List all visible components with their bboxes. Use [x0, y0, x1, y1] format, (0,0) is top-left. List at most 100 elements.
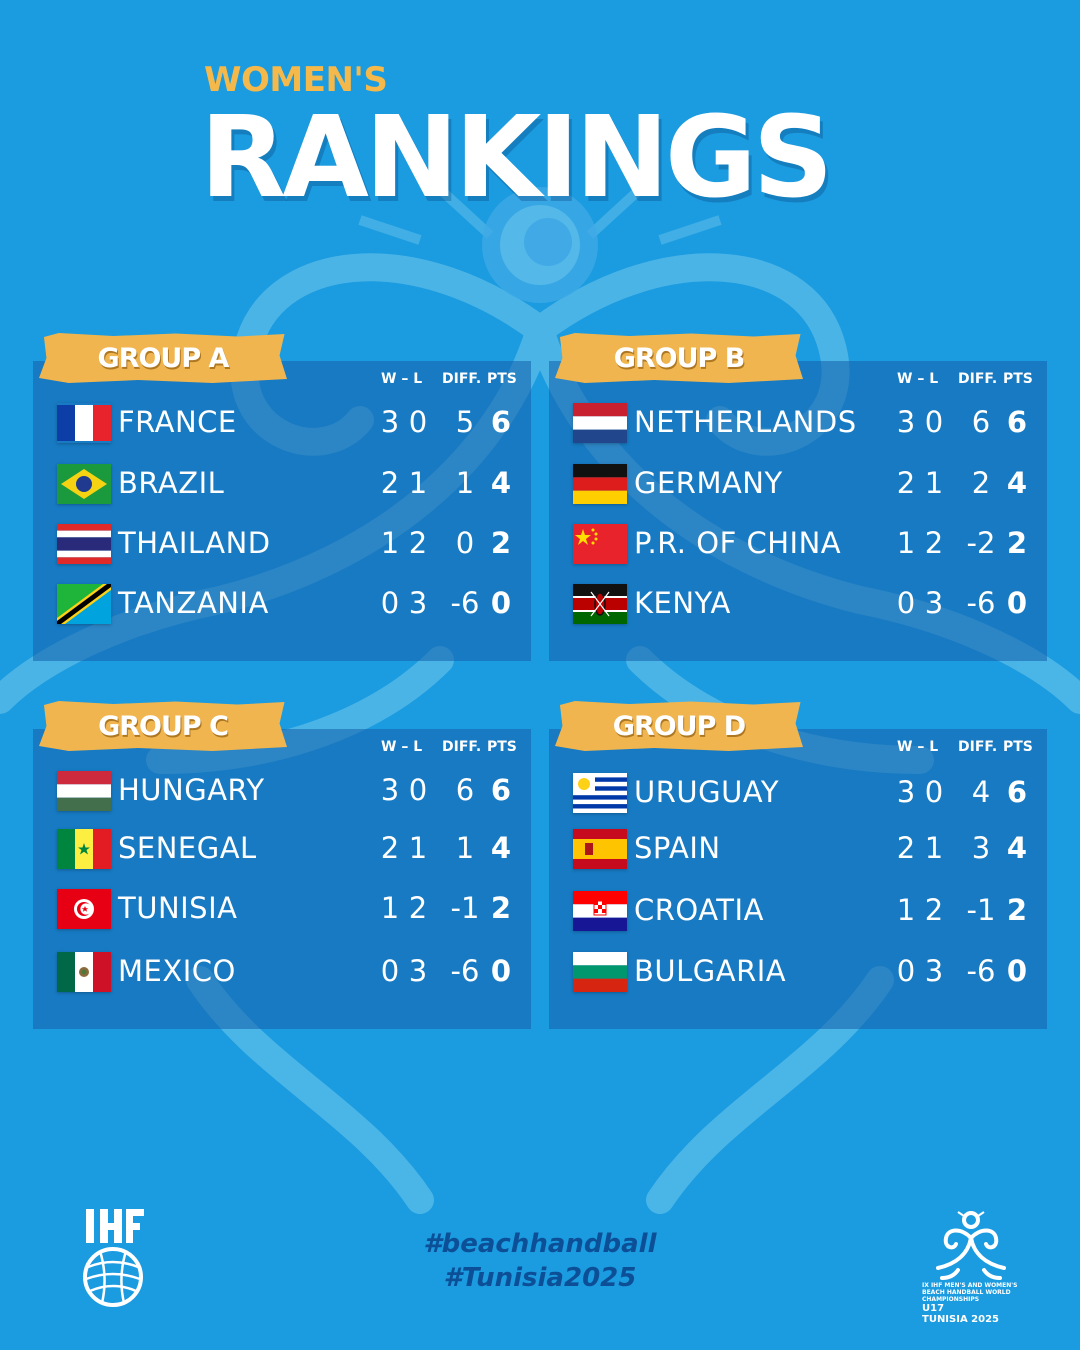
table-row: CROATIA 1 2 -1 2: [549, 889, 1047, 933]
hashtags: #beachhandball #Tunisia2025: [0, 1227, 1080, 1295]
points: 4: [490, 466, 512, 500]
losses: 2: [408, 526, 428, 560]
points: 6: [490, 405, 512, 439]
group-d-label: GROUP D: [555, 701, 803, 751]
wins: 0: [896, 954, 916, 988]
country-name: SPAIN: [634, 831, 721, 865]
ihf-logo-icon: [78, 1205, 148, 1309]
losses: 1: [408, 466, 428, 500]
group-c-label: GROUP C: [39, 701, 287, 751]
goal-diff: 6: [971, 405, 991, 439]
u17-beach-handball-tunisia-2025-logo: IX IHF MEN'S AND WOMEN'S BEACH HANDBALL …: [922, 1208, 1020, 1325]
col-header-diff: DIFF.: [958, 371, 998, 387]
wins: 1: [896, 893, 916, 927]
goal-diff: -2: [966, 526, 996, 560]
losses: 0: [924, 405, 944, 439]
col-header-diff: DIFF.: [442, 371, 482, 387]
col-header-pts: PTS: [487, 371, 517, 387]
table-row: P.R. OF CHINA 1 2 -2 2: [549, 522, 1047, 566]
country-name: P.R. OF CHINA: [634, 526, 842, 560]
wins: 2: [380, 831, 400, 865]
header-subtitle: WOMEN'S: [204, 60, 388, 100]
wins: 0: [380, 586, 400, 620]
wins: 0: [896, 586, 916, 620]
col-header-wl: W – L: [381, 371, 423, 387]
losses: 0: [408, 773, 428, 807]
table-row: URUGUAY 3 0 4 6: [549, 771, 1047, 815]
country-name: MEXICO: [118, 954, 236, 988]
country-name: BULGARIA: [634, 954, 787, 988]
table-row: TANZANIA 0 3 -6 0: [33, 582, 531, 626]
wins: 3: [380, 405, 400, 439]
points: 6: [1006, 405, 1028, 439]
croatia-flag-icon: [573, 891, 627, 931]
losses: 3: [408, 586, 428, 620]
goal-diff: 5: [455, 405, 475, 439]
table-row: FRANCE 3 0 5 6: [33, 401, 531, 445]
losses: 0: [924, 775, 944, 809]
losses: 3: [408, 954, 428, 988]
country-name: GERMANY: [634, 466, 783, 500]
col-header-wl: W – L: [897, 371, 939, 387]
points: 0: [490, 954, 512, 988]
losses: 1: [924, 466, 944, 500]
country-name: HUNGARY: [118, 773, 265, 807]
table-row: BULGARIA 0 3 -6 0: [549, 950, 1047, 994]
tunisia-flag-icon: [57, 889, 111, 929]
table-row: MEXICO 0 3 -6 0: [33, 950, 531, 994]
group-a-label: GROUP A: [39, 333, 287, 383]
goal-diff: 3: [971, 831, 991, 865]
country-name: FRANCE: [118, 405, 237, 439]
group-b-label: GROUP B: [555, 333, 803, 383]
group-b-panel: GROUP B W – L DIFF. PTS NETHERLANDS 3 0 …: [549, 333, 1047, 661]
table-row: SPAIN 2 1 3 4: [549, 827, 1047, 871]
kenya-flag-icon: [573, 584, 627, 624]
col-header-pts: PTS: [1003, 371, 1033, 387]
goal-diff: 6: [455, 773, 475, 807]
points: 2: [490, 526, 512, 560]
col-header-wl: W – L: [381, 739, 423, 755]
table-row: BRAZIL 2 1 1 4: [33, 462, 531, 506]
losses: 0: [408, 405, 428, 439]
country-name: THAILAND: [118, 526, 271, 560]
wins: 2: [896, 466, 916, 500]
points: 2: [1006, 893, 1028, 927]
wins: 1: [380, 891, 400, 925]
wins: 3: [896, 405, 916, 439]
wins: 1: [896, 526, 916, 560]
goal-diff: -6: [450, 954, 480, 988]
wins: 3: [380, 773, 400, 807]
table-row: SENEGAL 2 1 1 4: [33, 827, 531, 871]
netherlands-flag-icon: [573, 403, 627, 443]
china-flag-icon: [573, 524, 627, 564]
country-name: SENEGAL: [118, 831, 257, 865]
country-name: KENYA: [634, 586, 731, 620]
col-header-pts: PTS: [1003, 739, 1033, 755]
col-header-wl: W – L: [897, 739, 939, 755]
group-c-panel: GROUP C W – L DIFF. PTS HUNGARY 3 0 6 6 …: [33, 701, 531, 1029]
col-header-pts: PTS: [487, 739, 517, 755]
hashtag-beachhandball: #beachhandball: [423, 1229, 657, 1259]
goal-diff: 1: [455, 466, 475, 500]
goal-diff: 1: [455, 831, 475, 865]
country-name: CROATIA: [634, 893, 764, 927]
goal-diff: 2: [971, 466, 991, 500]
points: 4: [490, 831, 512, 865]
points: 6: [1006, 775, 1028, 809]
wins: 1: [380, 526, 400, 560]
tanzania-flag-icon: [57, 584, 111, 624]
goal-diff: -1: [450, 891, 480, 925]
country-name: NETHERLANDS: [634, 405, 857, 439]
bulgaria-flag-icon: [573, 952, 627, 992]
event-logo-text: IX IHF MEN'S AND WOMEN'S BEACH HANDBALL …: [922, 1282, 1018, 1325]
losses: 2: [924, 893, 944, 927]
country-name: URUGUAY: [634, 775, 780, 809]
col-header-diff: DIFF.: [958, 739, 998, 755]
goal-diff: -6: [450, 586, 480, 620]
table-row: THAILAND 1 2 0 2: [33, 522, 531, 566]
group-a-panel: GROUP A W – L DIFF. PTS FRANCE 3 0 5 6 B…: [33, 333, 531, 661]
thailand-flag-icon: [57, 524, 111, 564]
col-header-diff: DIFF.: [442, 739, 482, 755]
table-row: KENYA 0 3 -6 0: [549, 582, 1047, 626]
table-row: NETHERLANDS 3 0 6 6: [549, 401, 1047, 445]
